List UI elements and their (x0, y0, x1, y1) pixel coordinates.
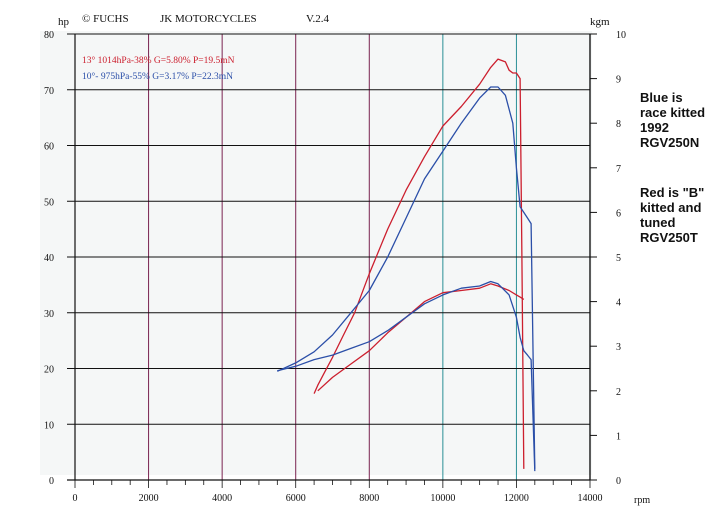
x-tick-label-14000: 14000 (578, 493, 603, 504)
y-tick-label-hp-0: 0 (49, 476, 54, 487)
y-tick-label-hp-50: 50 (44, 197, 54, 208)
y-axis-label-right: kgm (590, 16, 610, 28)
y-tick-label-kgm-2: 2 (616, 387, 621, 398)
series-line-red-hp (313, 58, 525, 469)
x-tick-label-6000: 6000 (286, 493, 306, 504)
x-tick-label-2000: 2000 (139, 493, 159, 504)
y-tick-label-kgm-9: 9 (616, 75, 621, 86)
legend-entry-blue: 10°- 975hPa-55% G=3.17% P=22.3mN (82, 71, 233, 82)
y-tick-label-hp-10: 10 (44, 420, 54, 431)
x-tick-label-12000: 12000 (504, 493, 529, 504)
y-tick-label-kgm-3: 3 (616, 342, 621, 353)
note-blue: Blue is race kitted 1992 RGV250N (640, 90, 706, 150)
grid (67, 33, 597, 488)
y-tick-label-hp-30: 30 (44, 309, 54, 320)
y-tick-label-kgm-5: 5 (616, 253, 621, 264)
tick-labels: 0 2000 4000 6000 8000 10000 12000 1400001020304… (44, 30, 626, 504)
y-tick-label-kgm-10: 10 (616, 30, 626, 41)
copyright-label: © FUCHS (82, 13, 129, 25)
y-tick-label-kgm-7: 7 (616, 164, 621, 175)
y-tick-label-kgm-6: 6 (616, 208, 621, 219)
x-tick-label-10000: 10000 (430, 493, 455, 504)
series-line-blue-hp (277, 86, 536, 469)
y-tick-label-hp-40: 40 (44, 253, 54, 264)
x-tick-label-0: 0 (73, 493, 78, 504)
series-lines (277, 58, 536, 472)
x-axis-label: rpm (634, 495, 650, 506)
series-line-blue-kgm (277, 280, 536, 472)
y-tick-label-kgm-1: 1 (616, 431, 621, 442)
y-axis-label-left: hp (58, 16, 70, 28)
y-tick-label-hp-80: 80 (44, 30, 54, 41)
x-tick-label-8000: 8000 (359, 493, 379, 504)
y-tick-label-hp-20: 20 (44, 365, 54, 376)
y-tick-label-kgm-0: 0 (616, 476, 621, 487)
y-tick-label-kgm-4: 4 (616, 298, 621, 309)
y-tick-label-kgm-8: 8 (616, 119, 621, 130)
legend-entry-red: 13° 1014hPa-38% G=5.80% P=19.5mN (82, 55, 235, 66)
y-tick-label-hp-70: 70 (44, 86, 54, 97)
y-tick-label-hp-60: 60 (44, 142, 54, 153)
x-tick-label-4000: 4000 (212, 493, 232, 504)
company-label: JK MOTORCYCLES (160, 13, 257, 25)
version-label: V.2.4 (306, 13, 330, 25)
note-red: Red is "B" kitted and tuned RGV250T (640, 185, 705, 245)
chart-panel (40, 31, 592, 475)
